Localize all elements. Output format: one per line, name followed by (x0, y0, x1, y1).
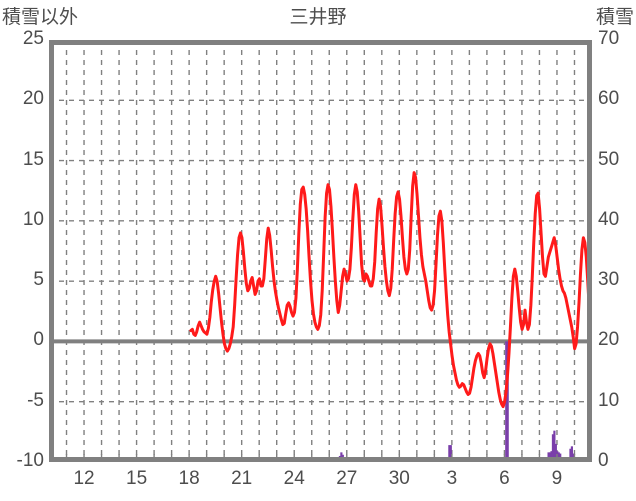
x-axis-tick-27: 27 (336, 468, 358, 489)
y-axis-left-tick-20: 20 (22, 88, 44, 110)
y-axis-left-tick-10: 10 (22, 208, 44, 230)
gridlines (49, 40, 592, 462)
x-axis-tick-6: 6 (499, 468, 510, 489)
temperature-line (189, 171, 592, 409)
y-axis-left-tick--5: -5 (27, 389, 44, 411)
right-axis-title: 積雪 (595, 7, 634, 28)
x-axis-tick-21: 21 (231, 468, 253, 489)
x-axis-tick-30: 30 (388, 468, 410, 489)
x-axis-tick-12: 12 (73, 468, 95, 489)
y-axis-left-tick-5: 5 (33, 269, 44, 291)
y-axis-right-tick-20: 20 (598, 329, 620, 351)
x-axis-tick-24: 24 (283, 468, 305, 489)
x-axis-tick-18: 18 (178, 468, 200, 489)
plot-area (49, 40, 592, 462)
y-axis-right-tick-10: 10 (598, 389, 620, 411)
y-axis-left-tick-0: 0 (33, 329, 44, 351)
y-axis-right-tick-30: 30 (598, 269, 620, 291)
left-axis-title: 積雪以外 (2, 7, 79, 28)
y-axis-left-tick-25: 25 (22, 28, 44, 49)
y-axis-right-tick-70: 70 (598, 28, 620, 49)
y-axis-right-tick-50: 50 (598, 148, 620, 170)
y-axis-right-tick-40: 40 (598, 208, 620, 230)
y-axis-left-tick-15: 15 (22, 148, 44, 170)
x-axis-tick-9: 9 (551, 468, 563, 489)
y-axis-right-tick-0: 0 (598, 450, 609, 471)
plot-frame (49, 40, 592, 462)
y-axis-right-tick-60: 60 (598, 88, 620, 110)
x-axis-tick-15: 15 (126, 468, 148, 489)
x-axis-tick-3: 3 (446, 468, 458, 489)
chart-title: 三井野 (289, 7, 347, 28)
chart-canvas (49, 40, 592, 462)
y-axis-left-tick--10: -10 (16, 450, 44, 471)
